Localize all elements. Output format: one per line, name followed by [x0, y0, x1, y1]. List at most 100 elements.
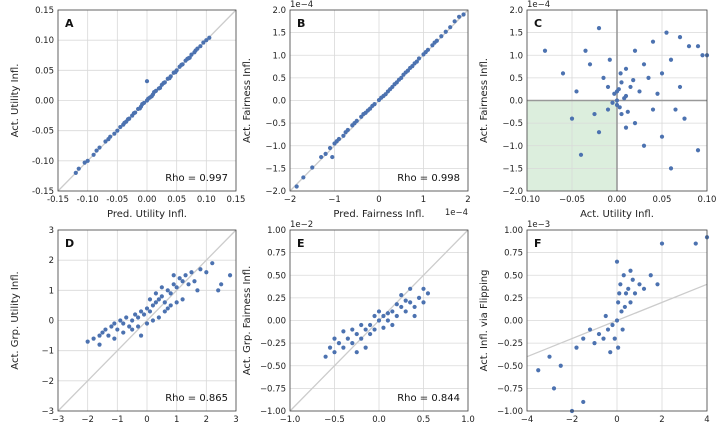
plot-frame [289, 9, 469, 192]
x-tick-label: −0.5 [324, 415, 345, 425]
data-point [159, 294, 164, 299]
data-point [161, 80, 166, 86]
x-tick-label: 1.0 [461, 415, 475, 425]
data-point [569, 116, 575, 121]
x-tick-label: 0 [376, 195, 381, 205]
x-tick-label: 0.00 [608, 195, 627, 205]
data-point [204, 38, 209, 43]
x-tick-label: 4 [704, 415, 709, 425]
data-point [695, 44, 701, 49]
panel-letter: E [297, 237, 305, 250]
data-point [103, 139, 108, 144]
data-point [632, 48, 638, 53]
data-point [558, 363, 563, 368]
x-tick-label: −2 [566, 415, 579, 425]
data-point [388, 87, 393, 92]
x-tick-label: 0.05 [653, 195, 672, 205]
x-tick-label: 2 [465, 195, 470, 205]
y-tick-label: 0.15 [35, 6, 54, 16]
data-point [186, 282, 191, 287]
data-point [601, 336, 606, 341]
data-point [97, 333, 102, 338]
data-point [614, 98, 620, 103]
data-point [150, 303, 156, 308]
data-point [637, 282, 642, 287]
data-point [650, 107, 656, 112]
y-tick-label: 0.50 [504, 271, 523, 281]
y-tick-label: 2.0 [509, 6, 523, 16]
panel-d: −3 −2 −1 0 1 2 3 −3 −2 −1 0 1 2 3 Act. Grp. Utility In… [10, 226, 239, 425]
data-point [168, 291, 173, 296]
data-point [401, 72, 406, 77]
y-tick-label: −3 [41, 407, 54, 417]
data-point [352, 121, 357, 126]
y-tick-label: −1.0 [502, 142, 523, 152]
data-point [174, 300, 179, 305]
data-point [608, 350, 613, 355]
data-point [227, 273, 233, 278]
data-point [180, 279, 185, 284]
y-tick-label: -0.15 [32, 187, 54, 197]
x-tick-label: −1.0 [280, 415, 301, 425]
data-point [385, 318, 390, 323]
data-point [700, 53, 705, 58]
y-tick-label: 1.5 [272, 29, 286, 39]
panel-letter: D [65, 237, 74, 250]
data-point [210, 261, 215, 266]
data-point [207, 35, 212, 40]
y-tick-label: -0.05 [32, 127, 54, 137]
data-point [195, 288, 200, 293]
data-point [103, 327, 108, 332]
data-point [607, 57, 612, 62]
x-tick-label: -0.10 [77, 195, 99, 205]
data-point [121, 321, 126, 326]
data-point [668, 166, 674, 171]
data-point [621, 273, 626, 278]
data-point [156, 315, 161, 320]
x-tick-label: 0.5 [417, 415, 431, 425]
y-tick-label: 0.00 [504, 317, 523, 327]
y-offset-label: 1e−4 [527, 0, 550, 10]
data-point [138, 333, 144, 338]
data-point [605, 107, 611, 112]
data-point [612, 336, 617, 341]
data-point [452, 19, 457, 24]
data-point [403, 298, 408, 303]
x-tick-label: 2 [204, 415, 209, 425]
data-point [614, 318, 620, 323]
y-tick-label: −1 [41, 347, 54, 357]
data-point [345, 336, 350, 341]
data-point [350, 341, 355, 346]
data-point [85, 158, 90, 163]
data-point [118, 318, 123, 323]
panel-letter: A [65, 17, 74, 30]
data-point [376, 318, 382, 323]
data-point [461, 12, 466, 17]
data-point [354, 350, 359, 355]
x-tick-label: 0.10 [698, 195, 717, 205]
data-point [390, 322, 395, 328]
data-point [174, 285, 179, 290]
x-tick-label: 0 [614, 415, 619, 425]
y-tick-label: 1.00 [267, 226, 286, 236]
data-point [655, 282, 660, 287]
data-point [341, 345, 346, 350]
data-point [157, 85, 163, 90]
data-point [626, 286, 631, 291]
data-point [136, 315, 141, 320]
y-tick-label: 3 [49, 226, 54, 236]
data-point [168, 303, 173, 308]
data-point [616, 345, 621, 350]
data-point [359, 322, 364, 328]
y-axis-label: Act. Grp. Fairness Infl. [242, 266, 253, 376]
data-point [659, 71, 665, 76]
x-axis-label: Pred. Fairness Infl. [333, 209, 424, 220]
y-axis-label: Act. Fairness Infl. [479, 58, 490, 143]
y-tick-label: −1.00 [497, 407, 523, 417]
data-point [323, 354, 328, 359]
y-tick-label: 0 [49, 317, 54, 327]
data-point [162, 300, 167, 305]
data-point [695, 148, 701, 153]
x-tick-label: −2 [81, 415, 94, 425]
x-tick-label: -0.15 [47, 195, 69, 205]
